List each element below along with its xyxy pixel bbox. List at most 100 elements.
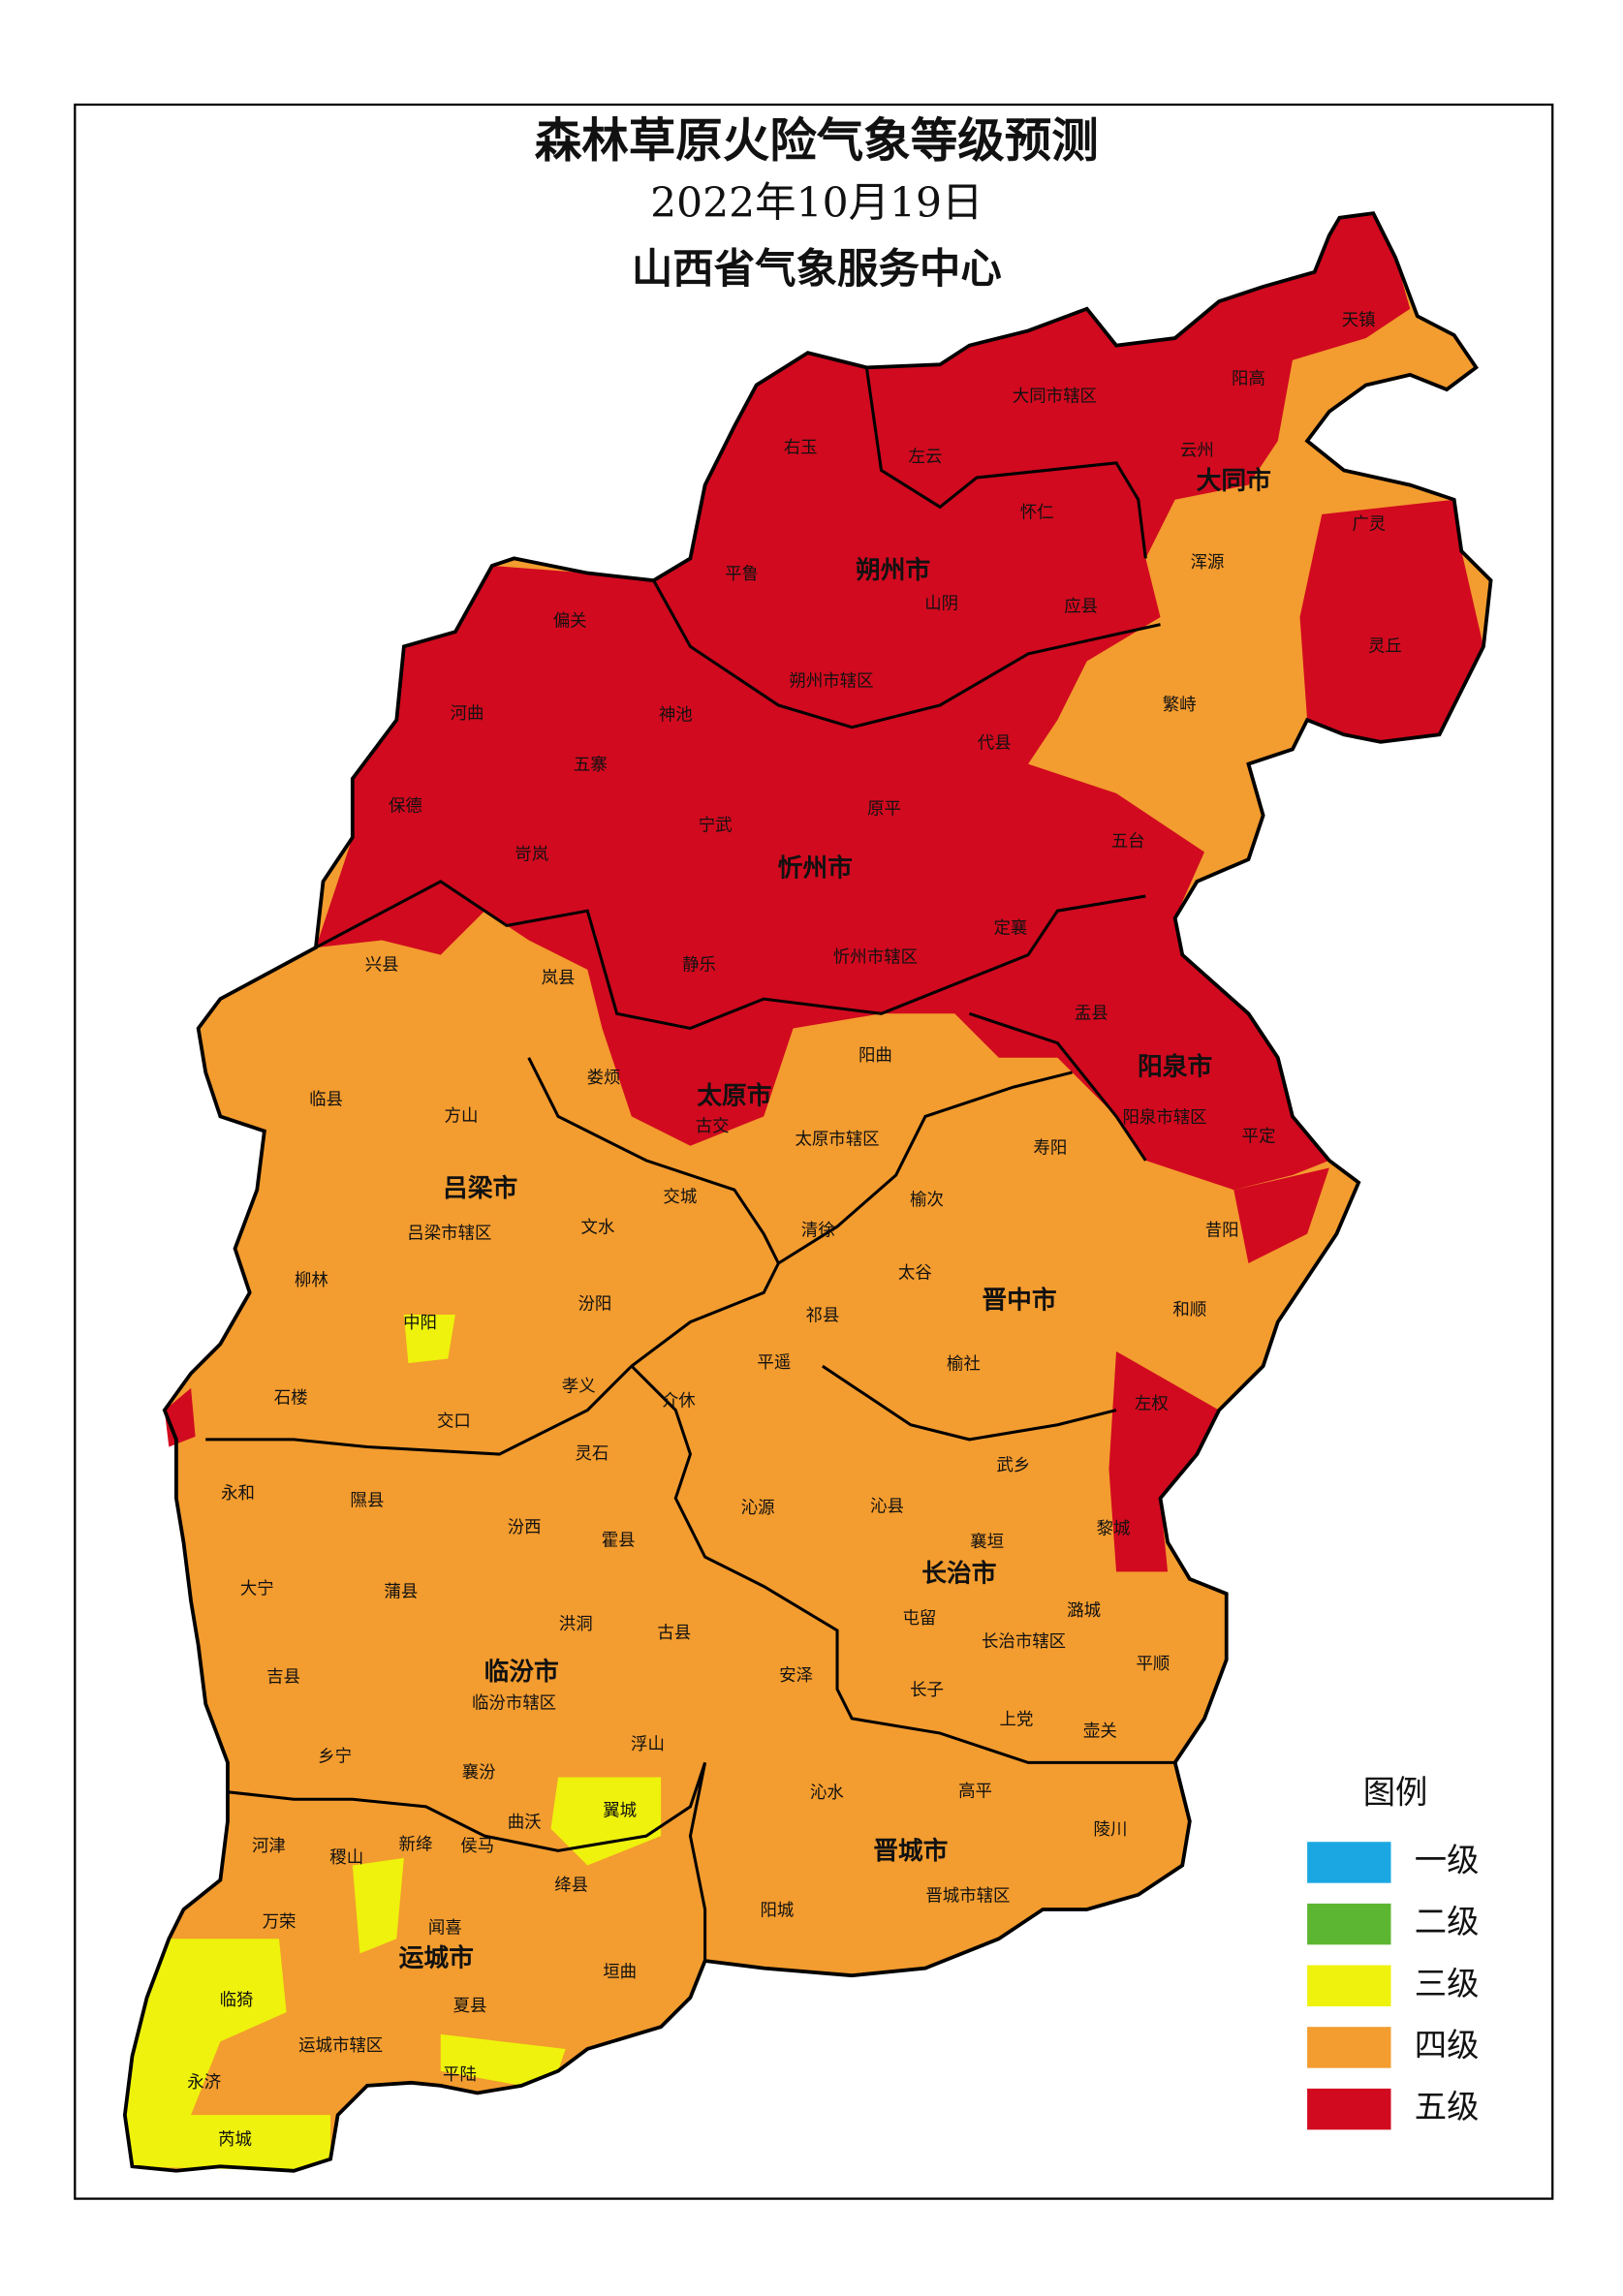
legend-label: 五级 bbox=[1415, 2088, 1480, 2125]
city-border bbox=[822, 1364, 1117, 1442]
county-label: 阳泉市辖区 bbox=[1122, 1108, 1206, 1128]
county-label: 芮城 bbox=[218, 2130, 252, 2150]
city-border bbox=[688, 1762, 707, 1962]
county-label: 高平 bbox=[958, 1783, 992, 1802]
county-label: 忻州市辖区 bbox=[833, 948, 918, 968]
city-border bbox=[205, 1262, 780, 1456]
county-label: 定襄 bbox=[993, 917, 1027, 938]
county-label: 云州 bbox=[1180, 442, 1214, 461]
county-label: 阳城 bbox=[760, 1901, 794, 1920]
county-label: 吕梁市辖区 bbox=[407, 1225, 491, 1244]
county-label: 宁武 bbox=[699, 816, 733, 835]
county-label: 文水 bbox=[581, 1219, 615, 1238]
city-label: 朔州市 bbox=[856, 555, 930, 585]
city-border bbox=[227, 1761, 707, 1852]
county-label: 大同市辖区 bbox=[1013, 388, 1097, 407]
legend-label: 二级 bbox=[1415, 1903, 1480, 1940]
legend-swatch bbox=[1307, 2088, 1391, 2130]
county-label: 应县 bbox=[1064, 597, 1098, 616]
level-5-area bbox=[1233, 1167, 1329, 1263]
county-label: 左权 bbox=[1135, 1395, 1169, 1414]
county-label: 临县 bbox=[309, 1091, 343, 1110]
level-3-area bbox=[403, 1315, 455, 1364]
city-label: 忻州市 bbox=[778, 853, 853, 884]
level-3-area bbox=[124, 1939, 331, 2171]
city-border bbox=[527, 1057, 1073, 1266]
county-label: 屯留 bbox=[902, 1609, 936, 1629]
legend-label: 三级 bbox=[1415, 1965, 1480, 2002]
county-label: 朔州市辖区 bbox=[789, 672, 873, 692]
county-label: 临汾市辖区 bbox=[472, 1694, 556, 1714]
province-border bbox=[122, 211, 1493, 2173]
county-label: 襄汾 bbox=[462, 1762, 496, 1783]
county-label: 柳林 bbox=[295, 1271, 328, 1290]
county-label: 沁县 bbox=[870, 1498, 904, 1517]
county-label: 潞城 bbox=[1067, 1601, 1101, 1621]
county-label: 中阳 bbox=[403, 1314, 437, 1333]
county-label: 乡宁 bbox=[318, 1747, 352, 1766]
legend-swatch bbox=[1307, 1903, 1391, 1945]
county-label: 陵川 bbox=[1094, 1820, 1128, 1840]
county-label: 沁水 bbox=[810, 1784, 844, 1803]
city-label: 临汾市 bbox=[484, 1657, 558, 1687]
county-label: 榆社 bbox=[947, 1355, 981, 1375]
county-label: 安泽 bbox=[779, 1666, 813, 1686]
date: 2022年10月19日 bbox=[650, 180, 983, 228]
county-label: 曲沃 bbox=[508, 1814, 542, 1833]
county-label: 寿阳 bbox=[1033, 1139, 1067, 1159]
county-label: 洪洞 bbox=[559, 1615, 593, 1634]
county-label: 长治市辖区 bbox=[982, 1632, 1066, 1652]
legend-swatch bbox=[1307, 1842, 1391, 1883]
county-label: 静乐 bbox=[682, 955, 716, 975]
county-label: 稷山 bbox=[329, 1848, 363, 1868]
county-label: 侯马 bbox=[460, 1837, 494, 1856]
county-label: 汾阳 bbox=[577, 1294, 611, 1314]
city-label: 太原市 bbox=[697, 1081, 771, 1111]
county-label: 平定 bbox=[1242, 1128, 1276, 1147]
county-label: 山阴 bbox=[924, 594, 958, 613]
legend-title: 图例 bbox=[1363, 1774, 1428, 1812]
county-label: 襄垣 bbox=[970, 1532, 1004, 1552]
county-label: 武乡 bbox=[996, 1456, 1030, 1475]
frame bbox=[74, 103, 1554, 2200]
county-label: 大宁 bbox=[240, 1580, 274, 1599]
county-label: 壶关 bbox=[1083, 1722, 1117, 1742]
county-label: 永和 bbox=[221, 1484, 255, 1504]
city-label: 阳泉市 bbox=[1138, 1051, 1212, 1081]
city-label: 晋城市 bbox=[873, 1836, 948, 1866]
county-label: 运城市辖区 bbox=[298, 2036, 383, 2056]
county-label: 晋城市辖区 bbox=[925, 1886, 1010, 1906]
county-label: 沁源 bbox=[741, 1499, 775, 1518]
county-label: 平陆 bbox=[443, 2065, 477, 2085]
city-border bbox=[864, 367, 1147, 559]
county-label: 神池 bbox=[659, 706, 693, 726]
county-label: 祁县 bbox=[805, 1307, 839, 1326]
county-label: 新绛 bbox=[399, 1835, 433, 1854]
county-label: 五寨 bbox=[574, 756, 608, 775]
city-border bbox=[968, 1011, 1147, 1162]
county-label: 灵石 bbox=[575, 1444, 609, 1464]
county-label: 永济 bbox=[187, 2073, 221, 2093]
county-label: 平顺 bbox=[1137, 1655, 1170, 1674]
city-label: 晋中市 bbox=[982, 1285, 1056, 1315]
county-label: 夏县 bbox=[453, 1997, 487, 2016]
county-label: 灵丘 bbox=[1368, 636, 1402, 656]
county-label: 闻喜 bbox=[428, 1919, 462, 1939]
county-label: 太谷 bbox=[898, 1264, 932, 1284]
county-label: 浮山 bbox=[631, 1735, 665, 1754]
county-label: 绛县 bbox=[554, 1877, 588, 1896]
county-label: 临猗 bbox=[220, 1991, 254, 2010]
county-label: 平鲁 bbox=[725, 565, 759, 584]
county-label: 右玉 bbox=[784, 439, 818, 458]
city-label: 吕梁市 bbox=[443, 1173, 517, 1203]
county-label: 阳曲 bbox=[858, 1046, 892, 1066]
county-label: 隰县 bbox=[351, 1492, 385, 1511]
county-label: 偏关 bbox=[553, 612, 587, 632]
county-label: 孝义 bbox=[562, 1377, 596, 1396]
county-label: 河曲 bbox=[451, 704, 484, 724]
county-label: 广灵 bbox=[1352, 515, 1386, 535]
county-label: 和顺 bbox=[1172, 1301, 1206, 1320]
county-label: 原平 bbox=[867, 800, 901, 820]
